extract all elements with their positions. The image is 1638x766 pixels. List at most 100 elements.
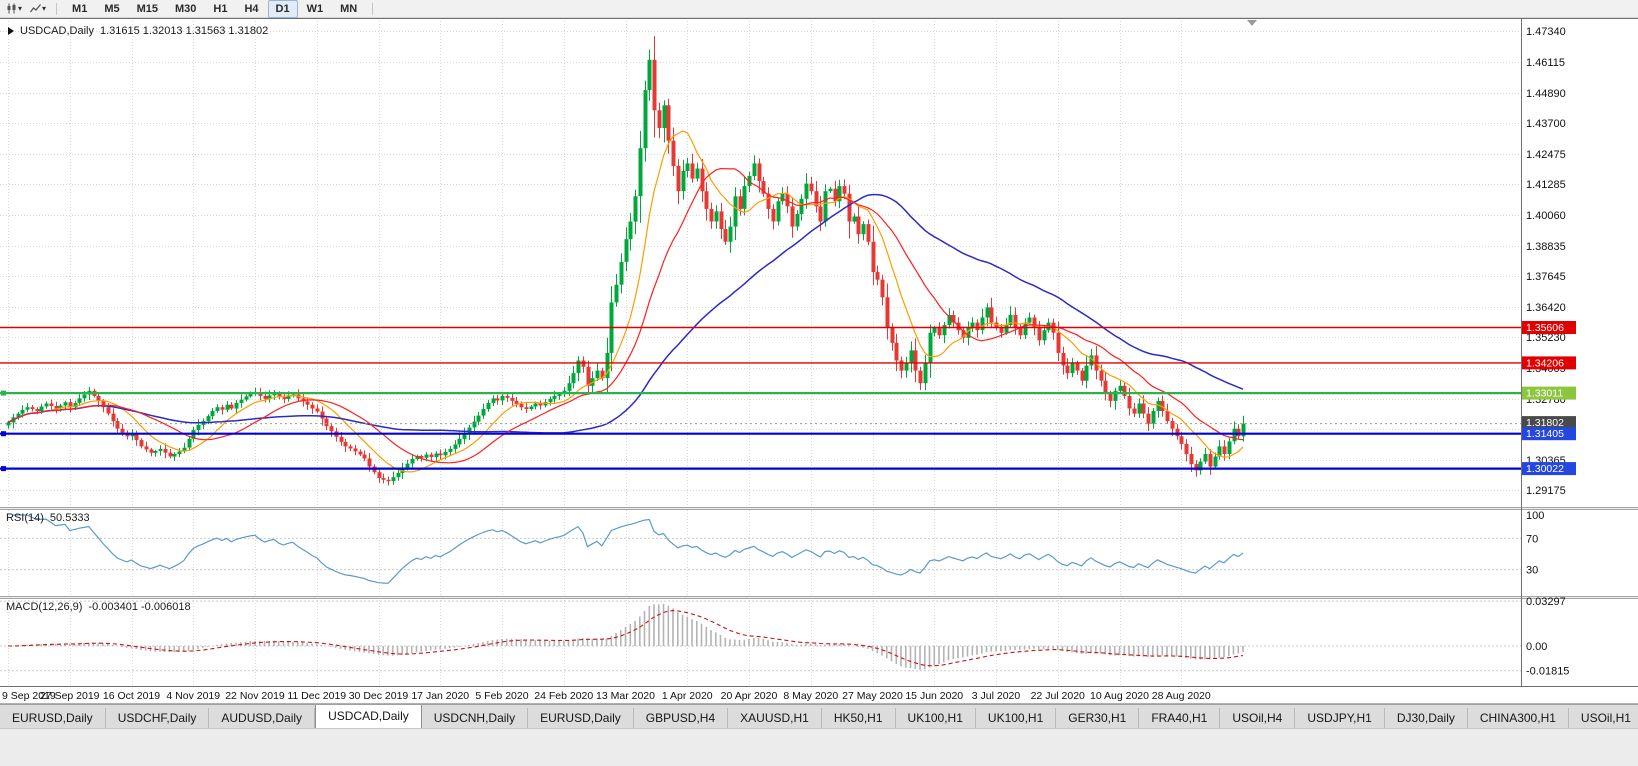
tab-usdcad-daily[interactable]: USDCAD,Daily	[315, 705, 422, 728]
tab-usdchf-daily[interactable]: USDCHF,Daily	[106, 708, 210, 728]
price-tag-label: 1.33011	[1526, 388, 1563, 400]
tab-usdjpy-h1[interactable]: USDJPY,H1	[1295, 708, 1385, 728]
date-label: 8 May 2020	[783, 690, 838, 702]
date-label: 22 Jul 2020	[1031, 690, 1085, 702]
price-tag	[1522, 462, 1576, 476]
tab-china300-h1[interactable]: CHINA300,H1	[1468, 708, 1569, 728]
price-tag	[1522, 386, 1576, 400]
price-axis-label: 1.47340	[1526, 26, 1566, 38]
chart-area: 1.47340 1.46115 1.44890 1.43700 1.42475 1.412…	[0, 18, 1638, 704]
tab-fra40-h1[interactable]: FRA40,H1	[1139, 708, 1221, 728]
date-label: 17 Jan 2020	[411, 690, 469, 702]
level-handle[interactable]	[1, 390, 6, 396]
level-handle[interactable]	[1, 466, 6, 472]
line-chart-icon	[30, 4, 42, 13]
timeframe-w1[interactable]: W1	[306, 2, 324, 15]
timeframe-m1[interactable]: M1	[72, 2, 88, 15]
date-label: 1 Apr 2020	[662, 690, 713, 702]
toolbar-separator	[372, 2, 374, 15]
candlesticks	[6, 36, 1246, 486]
price-axis-label: 1.42475	[1526, 149, 1566, 161]
price-tag	[1522, 321, 1576, 334]
date-label: 20 Apr 2020	[721, 690, 778, 702]
price-axis-label: 1.38835	[1526, 241, 1566, 253]
caret-down-icon: ▾	[42, 3, 47, 13]
tab-audusd-daily[interactable]: AUDUSD,Daily	[209, 708, 316, 728]
date-label: 30 Dec 2019	[349, 690, 409, 702]
timeframe-buttons: M1 M5 M15 M30 H1 H4 D1 W1 MN	[64, 0, 365, 18]
price-axis-label: 1.29175	[1526, 485, 1566, 497]
timeframe-m5[interactable]: M5	[104, 2, 120, 15]
price-tag-label: 1.30022	[1526, 463, 1564, 475]
date-label: 5 Feb 2020	[475, 690, 528, 702]
price-tag	[1522, 427, 1576, 441]
tab-eurusd-daily[interactable]: EURUSD,Daily	[528, 708, 634, 728]
price-axis-label: 1.44890	[1526, 88, 1566, 100]
price-tag-label: 1.35606	[1526, 322, 1564, 334]
timeframe-mn[interactable]: MN	[340, 2, 358, 15]
chart-canvas[interactable]: 1.47340 1.46115 1.44890 1.43700 1.42475 1.412…	[0, 18, 1638, 704]
frame	[0, 18, 1638, 704]
candles-icon	[7, 3, 16, 14]
price-axis-label: 1.46115	[1526, 57, 1565, 69]
rsi-axis-label: 100	[1526, 510, 1544, 522]
tab-gbpusd-h4[interactable]: GBPUSD,H4	[634, 708, 729, 728]
price-tag	[1522, 416, 1576, 430]
date-label: 27 May 2020	[842, 690, 903, 702]
date-label: 15 Jun 2020	[905, 690, 963, 702]
timeframe-h1[interactable]: H1	[213, 2, 228, 15]
chart-shift-marker-icon	[1247, 20, 1257, 26]
price-axis-label: 1.36420	[1526, 302, 1566, 314]
tab-usoil-h4[interactable]: USOil,H4	[1220, 708, 1296, 728]
date-label: 24 Feb 2020	[534, 690, 593, 702]
level-handle[interactable]	[1, 431, 6, 437]
tab-xauusd-h1[interactable]: XAUUSD,H1	[728, 708, 822, 728]
caret-down-icon: ▾	[18, 3, 23, 13]
date-label: 11 Dec 2019	[287, 690, 346, 702]
date-label: 13 Mar 2020	[596, 690, 655, 702]
timeframe-h4[interactable]: H4	[244, 2, 259, 15]
date-label: 10 Aug 2020	[1090, 690, 1149, 702]
timeframe-m15[interactable]: M15	[136, 2, 158, 15]
price-tag-label: 1.31802	[1526, 417, 1564, 429]
macd-axis-label: 0.00	[1526, 641, 1547, 653]
timeframe-d1[interactable]: D1	[267, 0, 298, 18]
price-axis-label: 1.41285	[1526, 179, 1566, 191]
bottom-filler	[0, 728, 1638, 766]
date-label: 28 Aug 2020	[1152, 690, 1211, 702]
tab-ger30-h1[interactable]: GER30,H1	[1056, 708, 1140, 728]
tab-usoil-h1[interactable]: USOil,H1	[1569, 708, 1638, 728]
price-axis-label: 1.40060	[1526, 210, 1566, 222]
rsi-axis-label: 70	[1526, 533, 1538, 545]
date-label: 22 Nov 2019	[225, 690, 285, 702]
level-lines	[0, 326, 1521, 472]
price-tag-label: 1.34206	[1526, 357, 1564, 369]
tab-uk100-h1[interactable]: UK100,H1	[896, 708, 976, 728]
date-label: 4 Nov 2019	[166, 690, 220, 702]
tab-dj30-daily[interactable]: DJ30,Daily	[1385, 708, 1468, 728]
price-tags: 1.31802 1.35606 1.34206 1.33011 1.31405 1.300…	[1522, 321, 1576, 476]
macd-pane	[0, 600, 1521, 672]
timeframe-m30[interactable]: M30	[175, 2, 197, 15]
price-tag-label: 1.31405	[1526, 428, 1564, 440]
grid	[0, 18, 1521, 686]
tab-eurusd-daily[interactable]: EURUSD,Daily	[0, 708, 106, 728]
price-tag	[1522, 356, 1576, 370]
date-label: 9 Sep 2019	[2, 690, 56, 702]
price-axis-label: 1.35230	[1526, 332, 1566, 344]
chart-zoom-button[interactable]: ▾	[27, 1, 49, 17]
date-label: 3 Jul 2020	[972, 690, 1021, 702]
tab-uk100-h1[interactable]: UK100,H1	[976, 708, 1057, 728]
date-label: 27 Sep 2019	[40, 690, 100, 702]
top-toolbar: ▾ ▾ M1 M5 M15 M30 H1 H4 D1 W1 MN	[0, 0, 1638, 18]
tab-usdcnh-daily[interactable]: USDCNH,Daily	[422, 708, 529, 728]
date-label: 16 Oct 2019	[103, 690, 160, 702]
rsi-pane	[0, 514, 1521, 584]
macd-axis-label: 0.03297	[1526, 596, 1566, 608]
price-axis-label: 1.43700	[1526, 118, 1566, 130]
axis-labels: 1.47340 1.46115 1.44890 1.43700 1.42475 1.412…	[2, 26, 1569, 702]
symbol-tab-bar: EURUSD,Daily USDCHF,Daily AUDUSD,Daily USDC…	[0, 704, 1638, 728]
chart-type-button[interactable]: ▾	[3, 1, 25, 17]
rsi-axis-label: 30	[1526, 565, 1538, 577]
tab-hk50-h1[interactable]: HK50,H1	[822, 708, 896, 728]
